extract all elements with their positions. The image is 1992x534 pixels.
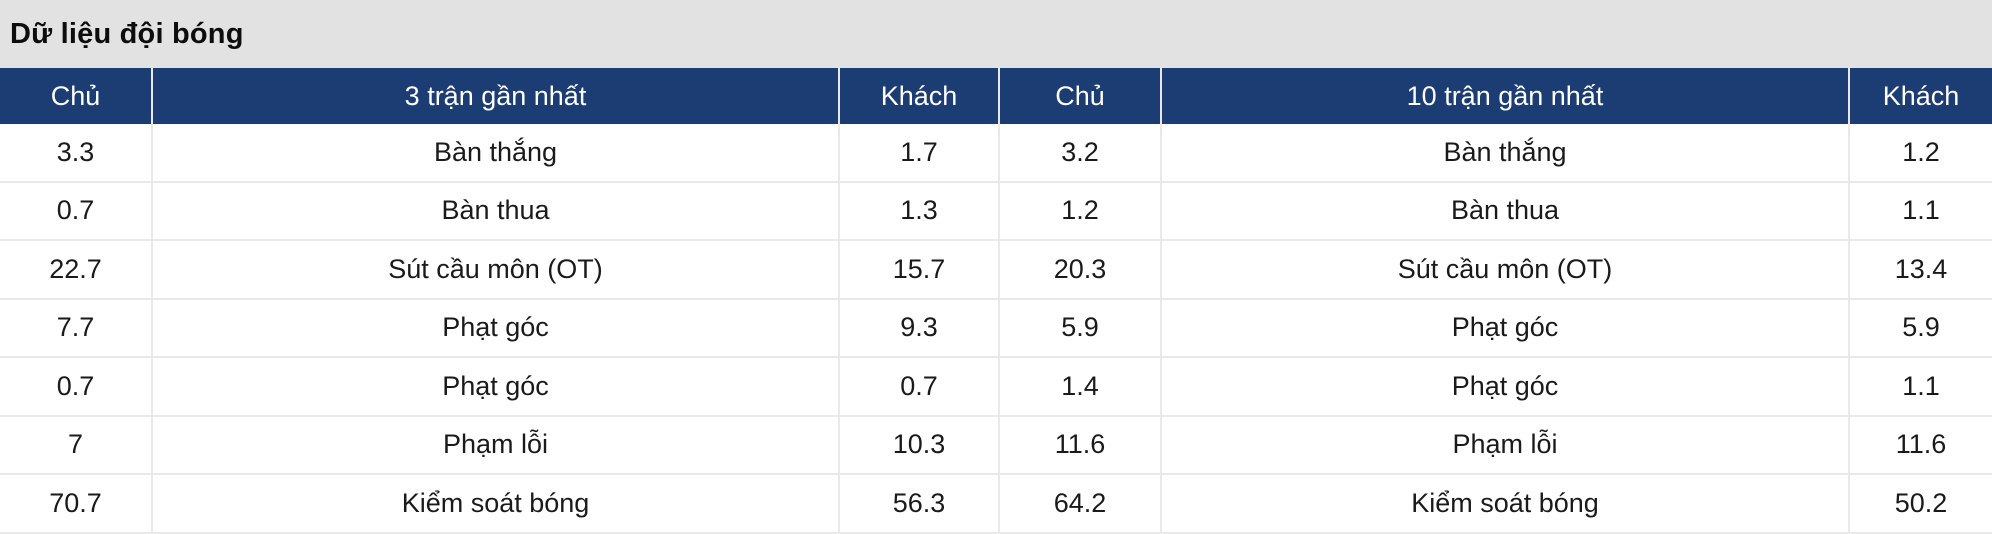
- stat-value-away3: 1.3: [840, 182, 1000, 241]
- stat-name-last3: Bàn thắng: [153, 124, 840, 183]
- stat-name-last10: Phạt góc: [1162, 358, 1850, 417]
- stat-value-away3: 56.3: [840, 475, 1000, 534]
- stat-name-last3: Kiểm soát bóng: [153, 475, 840, 534]
- page-title: Dữ liệu đội bóng: [10, 17, 244, 50]
- stat-value-away10: 5.9: [1850, 299, 1992, 358]
- header-home-last10: Chủ: [1000, 68, 1162, 124]
- stat-value-home3: 7: [0, 416, 153, 475]
- stat-value-home10: 64.2: [1000, 475, 1162, 534]
- header-away-last3: Khách: [840, 68, 1000, 124]
- stat-value-away10: 50.2: [1850, 475, 1992, 534]
- stat-value-home10: 11.6: [1000, 416, 1162, 475]
- stat-value-home10: 20.3: [1000, 241, 1162, 300]
- stat-value-away3: 1.7: [840, 124, 1000, 183]
- stat-value-home10: 1.2: [1000, 182, 1162, 241]
- stat-value-away3: 9.3: [840, 299, 1000, 358]
- header-last10-matches: 10 trận gần nhất: [1162, 68, 1850, 124]
- stat-value-away10: 11.6: [1850, 416, 1992, 475]
- stat-value-away10: 1.1: [1850, 182, 1992, 241]
- stat-value-away10: 1.1: [1850, 358, 1992, 417]
- header-away-last10: Khách: [1850, 68, 1992, 124]
- stat-name-last10: Phạt góc: [1162, 299, 1850, 358]
- header-home-last3: Chủ: [0, 68, 153, 124]
- stat-name-last10: Bàn thắng: [1162, 124, 1850, 183]
- stat-name-last3: Phạm lỗi: [153, 416, 840, 475]
- stat-name-last3: Sút cầu môn (OT): [153, 241, 840, 300]
- stat-value-away10: 1.2: [1850, 124, 1992, 183]
- stat-value-away3: 0.7: [840, 358, 1000, 417]
- stat-value-home3: 70.7: [0, 475, 153, 534]
- stat-name-last10: Bàn thua: [1162, 182, 1850, 241]
- stat-value-home3: 0.7: [0, 182, 153, 241]
- stat-value-home10: 3.2: [1000, 124, 1162, 183]
- header-last3-matches: 3 trận gần nhất: [153, 68, 840, 124]
- stat-name-last3: Phạt góc: [153, 358, 840, 417]
- stat-value-home3: 3.3: [0, 124, 153, 183]
- stat-value-home3: 0.7: [0, 358, 153, 417]
- stat-name-last10: Phạm lỗi: [1162, 416, 1850, 475]
- stat-name-last3: Bàn thua: [153, 182, 840, 241]
- stat-value-away3: 10.3: [840, 416, 1000, 475]
- stat-value-away3: 15.7: [840, 241, 1000, 300]
- stat-value-away10: 13.4: [1850, 241, 1992, 300]
- stat-value-home10: 1.4: [1000, 358, 1162, 417]
- stat-value-home3: 7.7: [0, 299, 153, 358]
- team-stats-table: Chủ 3 trận gần nhất Khách Chủ 10 trận gầ…: [0, 68, 1992, 534]
- stat-name-last10: Sút cầu môn (OT): [1162, 241, 1850, 300]
- stat-value-home3: 22.7: [0, 241, 153, 300]
- title-bar: Dữ liệu đội bóng: [0, 0, 1992, 68]
- stat-value-home10: 5.9: [1000, 299, 1162, 358]
- stat-name-last10: Kiểm soát bóng: [1162, 475, 1850, 534]
- stat-name-last3: Phạt góc: [153, 299, 840, 358]
